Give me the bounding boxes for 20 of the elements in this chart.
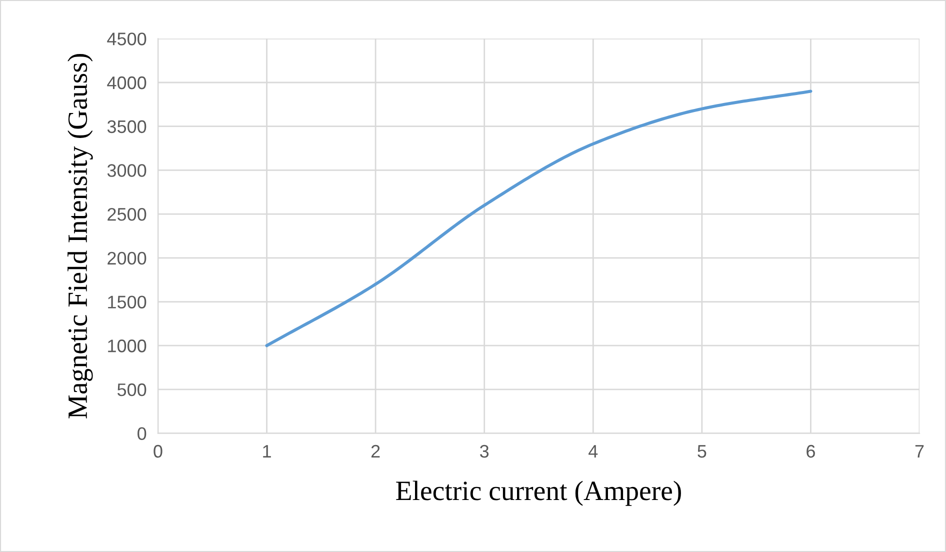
y-tick-label: 0: [138, 427, 146, 440]
x-tick-label: 5: [698, 445, 706, 458]
x-tick-label: 7: [915, 445, 924, 458]
x-axis-title: Electric current (Ampere): [396, 480, 681, 506]
y-tick-label: 2500: [108, 208, 146, 221]
x-tick-label: 3: [480, 444, 489, 458]
x-tick-label: 4: [588, 445, 598, 458]
x-tick-label: 6: [806, 444, 815, 458]
y-tick-label: 2000: [108, 252, 146, 265]
y-tick-label: 3000: [107, 164, 146, 177]
y-tick-label: 500: [117, 383, 146, 396]
x-tick-label: 2: [371, 444, 380, 458]
x-tick-label: 0: [154, 444, 162, 458]
y-tick-label: 4500: [107, 32, 146, 46]
y-tick-label: 1500: [108, 296, 146, 308]
y-tick-label: 1000: [108, 340, 146, 352]
y-axis-title: Magnetic Field Intensity (Gauss): [68, 54, 93, 418]
x-tick-label: 1: [263, 445, 271, 458]
y-tick-label: 3500: [107, 120, 146, 134]
y-tick-label: 4000: [107, 76, 146, 90]
